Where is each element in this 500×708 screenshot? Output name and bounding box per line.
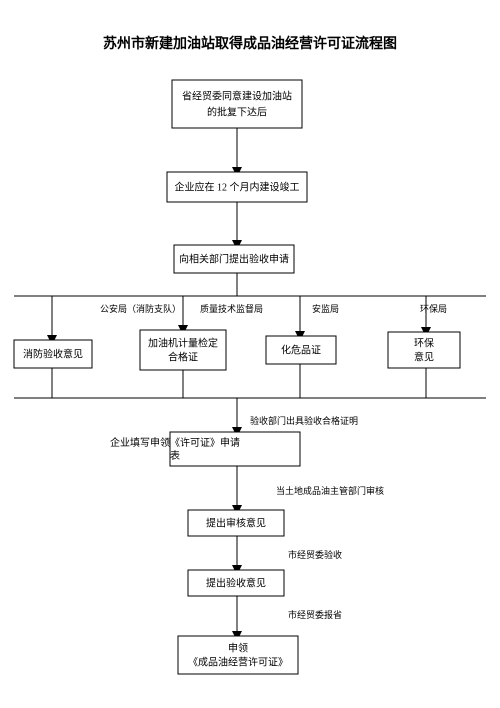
node-text: 消防验收意见 <box>23 347 83 360</box>
branch-label: 环保局 <box>420 303 447 314</box>
node-text: 环保 <box>414 336 434 349</box>
branch-label: 安监局 <box>312 303 339 314</box>
node-text: 提出验收意见 <box>206 576 266 589</box>
node-text: 《成品油经营许可证》 <box>188 655 288 668</box>
edge-label: 市经贸委验收 <box>288 549 342 560</box>
node-text: 申领 <box>228 641 248 654</box>
node-text: 省经贸委同意建设加油站 <box>182 89 292 102</box>
flow-node-n7: 提出验收意见 <box>188 570 284 596</box>
node-text: 表 <box>170 449 180 462</box>
flow-node-n4d: 环保意见 <box>388 332 460 368</box>
flow-node-n3: 向相关部门提出验收申请 <box>174 245 294 273</box>
flow-node-n8: 申领《成品油经营许可证》 <box>178 636 298 674</box>
branch-label: 公安局（消防支队） <box>100 303 181 314</box>
node-text: 向相关部门提出验收申请 <box>179 252 289 265</box>
flowchart-canvas: 苏州市新建加油站取得成品油经营许可证流程图省经贸委同意建设加油站的批复下达后企业… <box>0 0 500 708</box>
flow-node-n6: 提出审核意见 <box>188 510 284 536</box>
flow-node-n4c: 化危品证 <box>266 336 336 364</box>
flow-node-n5: 企业填写申领《许可证》申请表 <box>110 432 300 466</box>
edge-label: 市经贸委报省 <box>288 609 342 620</box>
branch-label: 质量技术监督局 <box>200 303 263 314</box>
flow-node-n2: 企业应在 12 个月内建设竣工 <box>167 172 307 202</box>
edge-label: 当土地成品油主管部门审核 <box>276 485 384 496</box>
flow-node-n4b: 加油机计量检定合格证 <box>140 330 226 370</box>
diagram-title: 苏州市新建加油站取得成品油经营许可证流程图 <box>103 35 397 51</box>
node-text: 提出审核意见 <box>206 516 266 529</box>
node-text: 的批复下达后 <box>207 105 267 118</box>
node-text: 合格证 <box>168 350 198 363</box>
flow-node-n4a: 消防验收意见 <box>14 340 92 368</box>
node-text: 企业填写申领《许可证》申请 <box>110 436 240 449</box>
node-text: 加油机计量检定 <box>148 336 218 349</box>
edge-label: 验收部门出具验收合格证明 <box>250 415 358 426</box>
node-text: 企业应在 12 个月内建设竣工 <box>175 180 300 193</box>
node-text: 化危品证 <box>281 343 321 356</box>
node-text: 意见 <box>414 350 434 363</box>
flow-node-n1: 省经贸委同意建设加油站的批复下达后 <box>172 80 302 128</box>
